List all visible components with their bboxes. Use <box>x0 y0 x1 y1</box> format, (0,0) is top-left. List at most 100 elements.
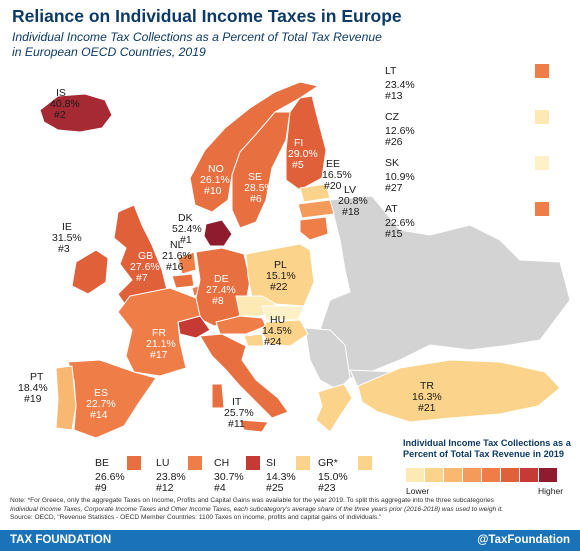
inset-at: AT 22.6% #15 <box>385 202 549 240</box>
page-subtitle: Individual Income Tax Collections as a P… <box>12 30 382 60</box>
legend-title-line-1: Individual Income Tax Collections as a <box>403 438 572 448</box>
footer-bar: TAX FOUNDATION @TaxFoundation <box>0 530 580 551</box>
inset-be: BE 26.6% #9 <box>95 456 141 494</box>
label-ee-rank: #20 <box>324 180 342 192</box>
small-country-insets-right: LT 23.4% #13 CZ 12.6% #26 SK 10.9% #27 A… <box>385 64 549 240</box>
legend-swatch <box>501 468 519 482</box>
legend-low-label: Lower <box>406 486 429 496</box>
inset-at-rank: #15 <box>385 228 403 240</box>
country-belgium[interactable] <box>171 273 195 289</box>
label-is-code: IS <box>56 87 66 99</box>
label-es-value: 22.7% <box>86 398 116 410</box>
inset-ch-code: CH <box>214 457 229 469</box>
label-no-value: 26.1% <box>200 174 230 186</box>
legend-swatches <box>406 468 557 482</box>
inset-si-swatch <box>296 456 310 470</box>
label-nl-rank: #16 <box>166 261 184 273</box>
country-norway[interactable] <box>189 81 320 213</box>
country-latvia[interactable] <box>297 199 335 219</box>
subtitle-line-2: in European OECD Countries, 2019 <box>12 45 206 59</box>
label-fr-code: FR <box>152 327 166 339</box>
label-fr-value: 21.1% <box>146 338 176 350</box>
country-turkey[interactable] <box>357 359 561 423</box>
country-sweden[interactable] <box>231 111 291 229</box>
note-line-1: Note: *For Greece, only the aggregate Ta… <box>10 497 494 504</box>
label-it-code: IT <box>232 396 242 408</box>
label-de-value: 27.4% <box>206 284 236 296</box>
country-netherlands[interactable] <box>177 251 197 275</box>
country-greece[interactable] <box>315 383 353 433</box>
inset-gr-swatch <box>358 456 372 470</box>
country-estonia[interactable] <box>299 183 331 203</box>
inset-sk-value: 10.9% <box>385 171 415 183</box>
footer-handle: @TaxFoundation <box>477 534 570 546</box>
legend-swatch <box>463 468 481 482</box>
inset-ch-value: 30.7% <box>214 471 244 483</box>
inset-lu: LU 23.8% #12 <box>156 456 202 494</box>
label-ee-value: 16.5% <box>322 169 352 181</box>
inset-lt-value: 23.4% <box>385 79 415 91</box>
legend-swatch <box>406 468 424 482</box>
label-fi-code: FI <box>294 137 303 149</box>
label-pt-code: PT <box>30 371 44 383</box>
inset-si: SI 14.3% #25 <box>266 456 310 494</box>
label-ie-rank: #3 <box>58 243 70 255</box>
source-note: Note: *For Greece, only the aggregate Ta… <box>10 497 575 523</box>
label-fi-rank: #5 <box>292 159 304 171</box>
label-tr-value: 16.3% <box>412 391 442 403</box>
label-no-code: NO <box>208 163 224 175</box>
label-is-rank: #2 <box>54 109 66 121</box>
country-hungary[interactable] <box>261 319 309 347</box>
label-hu-rank: #24 <box>264 336 282 348</box>
country-denmark[interactable] <box>203 219 233 247</box>
label-ee-code: EE <box>326 158 340 170</box>
country-italy-sicily[interactable] <box>239 419 269 433</box>
country-iceland[interactable] <box>39 93 113 133</box>
inset-cz: CZ 12.6% #26 <box>385 110 549 148</box>
legend-swatch <box>482 468 500 482</box>
label-gb-code: GB <box>138 250 153 262</box>
country-finland[interactable] <box>285 95 327 191</box>
country-portugal[interactable] <box>55 365 77 431</box>
label-hu-code: HU <box>270 314 285 326</box>
inset-be-swatch <box>127 456 141 470</box>
inset-si-rank: #25 <box>266 482 284 494</box>
inset-ch: CH 30.7% #4 <box>214 456 260 494</box>
inset-sk: SK 10.9% #27 <box>385 156 549 194</box>
label-nl-code: NL <box>170 239 184 251</box>
inset-lt-rank: #13 <box>385 90 403 102</box>
label-se-code: SE <box>248 171 262 183</box>
note-line-3: Source: OECD, "Revenue Statistics - OECD… <box>10 514 382 522</box>
inset-si-value: 14.3% <box>266 471 296 483</box>
inset-gr: GR* 15.0% #23 <box>318 456 372 494</box>
label-pt-value: 18.4% <box>18 382 48 394</box>
label-es-rank: #14 <box>90 409 108 421</box>
country-italy[interactable] <box>199 333 289 419</box>
label-pl-rank: #22 <box>270 281 288 293</box>
inset-cz-rank: #26 <box>385 136 403 148</box>
label-gb-rank: #7 <box>136 272 148 284</box>
label-lv-value: 20.8% <box>338 195 368 207</box>
country-ireland[interactable] <box>71 249 109 295</box>
inset-gr-code: GR* <box>318 457 338 469</box>
country-lithuania[interactable] <box>299 216 329 241</box>
country-italy-sardinia[interactable] <box>211 383 225 409</box>
label-de-code: DE <box>214 273 229 285</box>
inset-sk-swatch <box>535 156 549 170</box>
subtitle-line-1: Individual Income Tax Collections as a P… <box>12 30 382 44</box>
label-it-value: 25.7% <box>224 407 254 419</box>
inset-lt-swatch <box>535 64 549 78</box>
country-slovenia[interactable] <box>243 333 265 347</box>
label-es-code: ES <box>94 387 108 399</box>
label-fr-rank: #17 <box>150 349 168 361</box>
inset-at-value: 22.6% <box>385 217 415 229</box>
label-nl-value: 21.6% <box>162 250 192 262</box>
inset-be-value: 26.6% <box>95 471 125 483</box>
country-france[interactable] <box>117 287 201 377</box>
label-pl-code: PL <box>274 259 287 271</box>
inset-sk-rank: #27 <box>385 182 403 194</box>
inset-lu-code: LU <box>156 457 169 469</box>
label-lv-code: LV <box>344 184 356 196</box>
label-ie-code: IE <box>62 221 72 233</box>
